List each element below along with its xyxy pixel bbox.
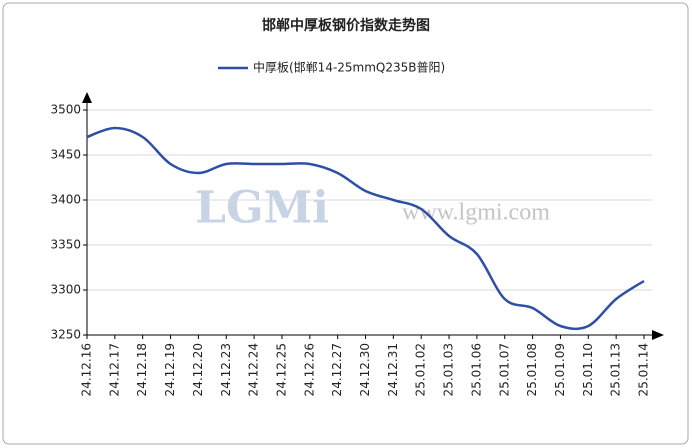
y-tick-label: 3500 (50, 103, 81, 117)
y-arrow (82, 92, 92, 103)
x-tick-label: 25.01.13 (609, 343, 623, 396)
x-tick-label: 24.12.18 (135, 343, 149, 396)
y-tick-label: 3350 (50, 238, 81, 252)
x-tick-label: 25.01.14 (637, 343, 651, 396)
x-tick-label: 24.12.16 (80, 343, 94, 396)
legend-label: 中厚板(邯郸14-25mmQ235B普阳) (253, 60, 445, 75)
x-tick-label: 25.01.10 (581, 343, 595, 396)
chart-title: 邯郸中厚板钢价指数走势图 (262, 17, 430, 34)
watermark: LGMi (195, 183, 329, 234)
x-tick-label: 24.12.24 (247, 343, 261, 396)
x-arrow (652, 330, 664, 340)
x-tick-label: 24.12.31 (386, 343, 400, 396)
x-tick-label: 24.12.25 (274, 343, 288, 396)
x-tick-label: 25.01.06 (469, 343, 483, 396)
x-tick-label: 25.01.02 (414, 343, 428, 396)
x-tick-label: 24.12.27 (330, 343, 344, 396)
x-tick-label: 25.01.07 (497, 343, 511, 396)
y-tick-label: 3250 (50, 328, 81, 342)
x-tick-label: 25.01.08 (525, 343, 539, 396)
x-tick-label: 24.12.23 (219, 343, 233, 396)
y-tick-label: 3400 (50, 193, 81, 207)
x-tick-label: 25.01.03 (442, 343, 456, 396)
x-tick-label: 24.12.17 (107, 343, 121, 396)
series-line (86, 126, 645, 331)
x-tick-label: 24.12.20 (191, 343, 205, 396)
y-tick-label: 3450 (50, 148, 81, 162)
x-tick-label: 24.12.30 (358, 343, 372, 396)
x-tick-label: 24.12.19 (163, 343, 177, 396)
x-tick-label: 25.01.09 (553, 343, 567, 396)
x-tick-label: 24.12.26 (302, 343, 316, 396)
y-tick-label: 3300 (50, 283, 81, 297)
